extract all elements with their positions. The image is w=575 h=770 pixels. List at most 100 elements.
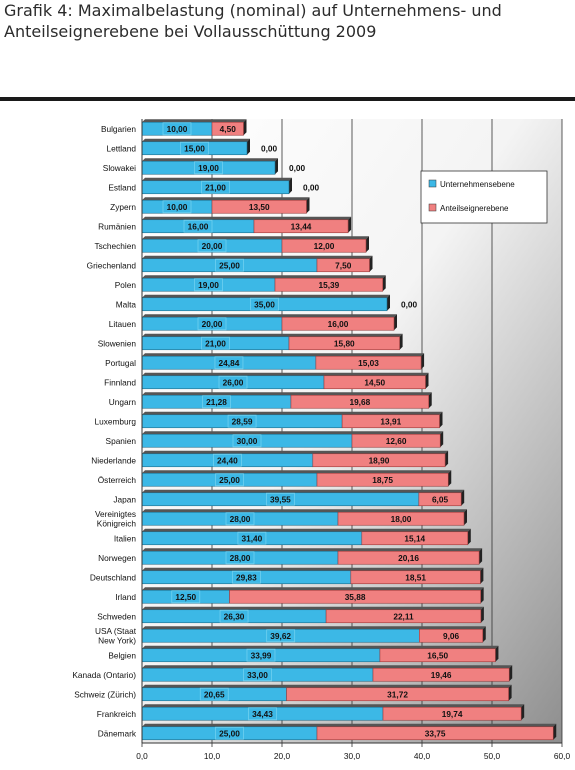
data-label-unternehmensebene-schweiz-zurich: 20,65 [204,689,225,699]
bar-depth-top-usa-staat-new-york [142,626,486,630]
data-label-box [225,512,255,526]
data-label-box [246,648,276,662]
category-label-griechenland: Griechenland [87,260,137,270]
bar-depth-side-danemark [553,723,557,740]
category-label-line: USA (Staat [95,626,137,636]
bar-depth-side-japan [461,489,465,506]
data-label-box [266,629,296,643]
data-label-unternehmensebene-finnland: 26,00 [223,377,244,387]
data-label-anteilseignerebene-niederlande: 18,90 [369,455,390,465]
data-label-anteilseignerebene-ungarn: 19,68 [349,397,370,407]
bar-depth-side-italien [467,528,471,545]
data-label-box [214,356,244,370]
bar-depth-top-lettland [142,138,250,142]
chart-area: 10,00 4,50 15,00 0,00 19,00 0,00 21,00 0,00 10,0… [6,113,572,770]
x-tick-label: 10,0 [204,751,221,761]
bar-anteilseignerebene-litauen [281,316,395,331]
data-label-unternehmensebene-italien: 31,40 [242,533,263,543]
data-label-anteilseignerebene-finnland: 14,50 [364,377,385,387]
bar-depth-top-portugal [142,353,425,357]
bar-depth-side-lettland [247,138,250,155]
legend-label-anteilseignerebene: Anteilseignerebene [440,204,509,213]
category-label-norwegen: Norwegen [98,553,136,563]
data-label-unternehmensebene-spanien: 30,00 [237,436,258,446]
bar-anteilseignerebene-usa-staat-new-york [419,628,484,643]
bar-anteilseignerebene-niederlande [312,453,446,468]
bar-anteilseignerebene-deutschland [350,570,481,585]
x-tick-label: 30,0 [344,751,361,761]
bar-depth-top-polen [142,275,386,279]
data-label-anteilseignerebene-spanien: 12,60 [386,436,407,446]
bar-anteilseignerebene-frankreich [382,706,522,721]
bar-depth-top-zypern [142,197,310,201]
bar-depth-side-frankreich [521,704,525,721]
data-label-unternehmensebene-griechenland: 25,00 [219,260,240,270]
category-label-line: Königreich [97,518,137,528]
bar-depth-top-slowenien [142,333,403,337]
bar-depth-side-irland [480,587,484,604]
bar-anteilseignerebene-kanada-ontario [372,667,510,682]
category-label-deutschland: Deutschland [90,572,137,582]
data-label-anteilseignerebene-portugal: 15,03 [358,358,379,368]
data-label-anteilseignerebene-deutschland: 18,51 [405,572,426,582]
bar-depth-top-spanien [142,431,444,435]
category-label-zypern: Zypern [110,202,136,212]
data-label-unternehmensebene-niederlande: 24,40 [217,455,238,465]
bar-anteilseignerebene-ungarn [290,394,430,409]
legend-swatch-anteilseignerebene [428,203,437,212]
bar-anteilseignerebene-slowenien [288,336,400,351]
data-label-unternehmensebene-tschechien: 20,00 [202,241,223,251]
bar-anteilseignerebene-tschechien [281,238,367,253]
data-label-unternehmensebene-irland: 12,50 [175,592,196,602]
bar-anteilseignerebene-luxemburg [341,414,440,429]
data-label-box [215,726,244,740]
category-label-usa-staat-new-york: USA (Staat New York) [95,626,137,646]
bar-depth-side-finnland [425,372,429,389]
category-label-vereinigtes-konigreich: Vereinigtes Königreich [95,509,136,529]
x-tick-label: 0,0 [136,751,148,761]
data-label-anteilseignerebene-slowenien: 15,80 [334,338,355,348]
data-label-box [232,570,261,584]
category-label-finnland: Finnland [104,377,136,387]
category-label-frankreich: Frankreich [97,709,137,719]
bar-depth-side-luxemburg [439,411,443,428]
category-label-line: New York) [98,635,136,645]
data-label-box [180,141,209,155]
bar-depth-side-slowakei [275,158,278,175]
bar-anteilseignerebene-zypern [211,199,307,214]
data-label-unternehmensebene-japan: 39,55 [270,494,291,504]
data-label-box [266,492,295,506]
x-tick-label: 20,0 [274,751,291,761]
bar-anteilseignerebene-belgien [379,648,496,663]
bar-depth-top-griechenland [142,255,373,259]
bar-depth-top-belgien [142,645,499,649]
data-label-box [183,219,213,233]
data-label-unternehmensebene-lettland: 15,00 [184,143,205,153]
bar-depth-top-litauen [142,314,397,318]
category-label-slowakei: Slowakei [103,163,136,173]
bar-depth-top-bulgarien [142,119,247,123]
x-tick-label: 40,0 [414,751,431,761]
bar-depth-top-rumanien [142,216,352,220]
bar-anteilseignerebene-spanien [351,433,441,448]
data-label-unternehmensebene-estland: 21,00 [205,182,226,192]
bar-depth-top-ungarn [142,392,432,396]
data-label-unternehmensebene-slowakei: 19,00 [198,163,219,173]
data-label-anteilseignerebene-frankreich: 19,74 [442,709,463,719]
category-label-litauen: Litauen [109,319,137,329]
bar-depth-top-osterreich [142,470,452,474]
bar-anteilseignerebene-norwegen [337,550,480,565]
bar-depth-side-kanada-ontario [509,665,513,682]
bar-depth-side-rumanien [348,216,352,233]
data-label-box [237,531,267,545]
data-label-anteilseignerebene-danemark: 33,75 [425,728,446,738]
chart-title-line-1: Grafik 4: Maximalbelastung (nominal) auf… [4,1,502,20]
bar-depth-side-ungarn [428,392,432,409]
data-label-box [218,375,248,389]
bar-depth-side-usa-staat-new-york [482,626,486,643]
bar-depth-top-luxemburg [142,411,443,415]
category-label-kanada-ontario: Kanada (Ontario) [72,670,136,680]
bar-depth-side-deutschland [480,567,484,584]
data-label-unternehmensebene-usa-staat-new-york: 39,62 [270,631,291,641]
bar-depth-side-malta [387,294,390,311]
